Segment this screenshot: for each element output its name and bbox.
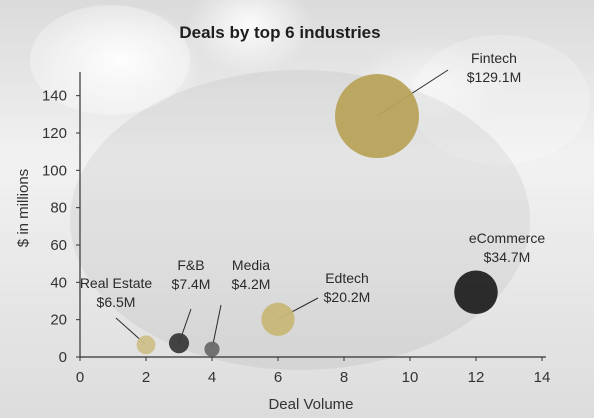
chart-title: Deals by top 6 industries xyxy=(179,23,380,42)
x-tick-label: 10 xyxy=(402,369,419,386)
data-label-value: $6.5M xyxy=(97,294,136,310)
y-tick-label: 120 xyxy=(42,125,67,142)
data-labels: Fintech $129.1M eCommerce $34.7M Edtech $20.2… xyxy=(80,50,545,350)
data-label-value: $34.7M xyxy=(484,249,531,265)
data-label-value: $20.2M xyxy=(324,289,371,305)
bubble xyxy=(136,335,156,355)
y-tick-label: 100 xyxy=(42,162,67,179)
x-tick-label: 14 xyxy=(534,369,551,386)
x-tick-label: 6 xyxy=(274,369,282,386)
y-tick-label: 20 xyxy=(50,312,67,329)
x-tick-label: 4 xyxy=(208,369,216,386)
bubble xyxy=(454,270,498,315)
y-tick-label: 140 xyxy=(42,88,67,105)
bubbles xyxy=(136,74,498,357)
bubble xyxy=(261,302,295,336)
bubble xyxy=(204,341,220,357)
data-label-name: Media xyxy=(232,257,270,273)
data-label-name: F&B xyxy=(177,257,204,273)
x-tick-label: 12 xyxy=(468,369,485,386)
y-tick-label: 40 xyxy=(50,274,67,291)
data-label-name: eCommerce xyxy=(469,230,545,246)
data-label-name: Real Estate xyxy=(80,275,153,291)
bubble xyxy=(335,74,419,159)
x-tick-label: 0 xyxy=(76,369,84,386)
bubble xyxy=(168,333,190,354)
data-label-name: Edtech xyxy=(325,270,369,286)
x-tick-label: 2 xyxy=(142,369,150,386)
x-tick-label: 8 xyxy=(340,369,348,386)
x-axis-label: Deal Volume xyxy=(268,396,353,413)
y-axis-label: $ in millions xyxy=(15,169,32,247)
data-label-value: $129.1M xyxy=(467,69,521,85)
y-tick-label: 60 xyxy=(50,237,67,254)
data-label-value: $4.2M xyxy=(232,276,271,292)
y-tick-label: 0 xyxy=(59,349,67,366)
y-tick-label: 80 xyxy=(50,200,67,217)
data-label-value: $7.4M xyxy=(172,276,211,292)
data-label-name: Fintech xyxy=(471,50,517,66)
